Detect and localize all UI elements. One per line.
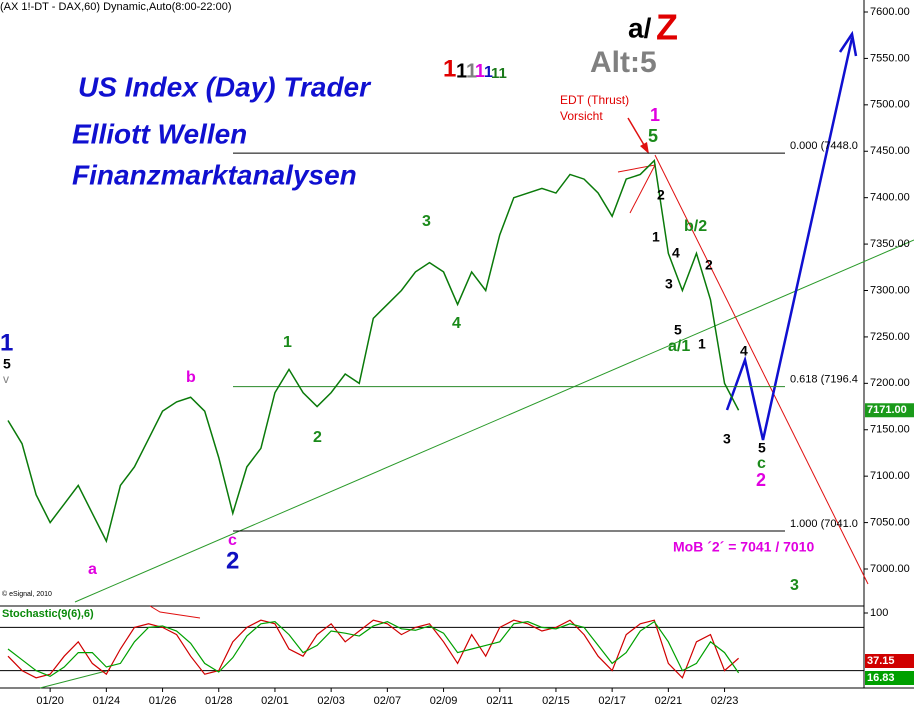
x-tick-label: 02/03 bbox=[317, 695, 345, 707]
annotation: 5 bbox=[674, 322, 682, 338]
annotation: 1 bbox=[475, 61, 485, 81]
annotation: Z bbox=[656, 7, 678, 48]
annotation: 11 bbox=[491, 65, 507, 82]
fib-label: 0.618 (7196.4 bbox=[790, 374, 858, 386]
annotation: 3 bbox=[422, 213, 431, 230]
annotation: 1 bbox=[466, 60, 477, 82]
x-tick-label: 01/24 bbox=[93, 695, 121, 707]
annotation: 1 bbox=[443, 55, 456, 82]
fib-label: 0.000 (7448.0 bbox=[790, 140, 858, 152]
annotation: 2 bbox=[756, 470, 766, 490]
annotation: Alt:5 bbox=[590, 46, 657, 79]
edt-arrow-head bbox=[640, 142, 649, 154]
trend-line bbox=[74, 239, 914, 603]
annotation: 4 bbox=[452, 315, 461, 332]
x-tick-label: 01/26 bbox=[149, 695, 177, 707]
annotation: Elliott Wellen bbox=[72, 118, 247, 149]
y-tick-label: 7550.00 bbox=[870, 52, 910, 64]
annotation: v bbox=[3, 372, 9, 386]
y-tick-label: 7150.00 bbox=[870, 424, 910, 436]
annotation: 3 bbox=[790, 577, 799, 594]
annotation: 2 bbox=[313, 429, 322, 446]
annotation: 4 bbox=[740, 343, 748, 359]
resistance-line bbox=[654, 154, 869, 585]
y-tick-label: 7100.00 bbox=[870, 470, 910, 482]
x-tick-label: 02/09 bbox=[430, 695, 458, 707]
annotation: 1 bbox=[0, 329, 13, 356]
x-tick-label: 02/17 bbox=[598, 695, 626, 707]
stoch-badge-label: 37.15 bbox=[867, 655, 895, 667]
x-tick-label: 01/20 bbox=[36, 695, 64, 707]
y-tick-label: 7050.00 bbox=[870, 516, 910, 528]
annotation: 1 bbox=[283, 334, 292, 351]
y-tick-label: 7200.00 bbox=[870, 377, 910, 389]
stoch-trend bbox=[39, 669, 111, 689]
stoch-line bbox=[7, 620, 740, 678]
y-tick-label: 7400.00 bbox=[870, 192, 910, 204]
annotation: c bbox=[228, 532, 237, 549]
x-tick-label: 02/15 bbox=[542, 695, 570, 707]
annotation: Vorsicht bbox=[560, 109, 603, 123]
annotation: 5 bbox=[648, 126, 658, 146]
annotation: 1 bbox=[484, 64, 493, 81]
stoch-badge-label: 16.83 bbox=[867, 672, 895, 684]
x-tick-label: 02/21 bbox=[655, 695, 683, 707]
last-price-label: 7171.00 bbox=[867, 404, 907, 416]
y-tick-label: 7000.00 bbox=[870, 563, 910, 575]
annotation: b bbox=[186, 369, 196, 386]
annotation: 2 bbox=[226, 547, 239, 574]
price-line bbox=[7, 158, 740, 544]
stoch-divergence bbox=[149, 605, 201, 619]
annotation: 5 bbox=[758, 440, 766, 456]
y-tick-label: 7450.00 bbox=[870, 145, 910, 157]
y-tick-label: 7600.00 bbox=[870, 6, 910, 18]
annotation: Finanzmarktanalysen bbox=[72, 159, 357, 190]
annotation: 2 bbox=[657, 187, 665, 203]
copyright: © eSignal, 2010 bbox=[2, 590, 52, 598]
annotation: US Index (Day) Trader bbox=[78, 71, 372, 102]
last-price-badge bbox=[865, 403, 914, 418]
y-tick-label: 7250.00 bbox=[870, 331, 910, 343]
annotation: 5 bbox=[3, 356, 11, 372]
x-tick-label: 02/11 bbox=[486, 695, 513, 707]
annotation: 1 bbox=[698, 336, 706, 352]
annotation: 1 bbox=[652, 229, 660, 245]
y-tick-label: 7300.00 bbox=[870, 284, 910, 296]
projection bbox=[725, 37, 854, 441]
annotation: MoB ´2´ = 7041 / 7010 bbox=[673, 539, 814, 555]
y-tick-label: 7350.00 bbox=[870, 238, 910, 250]
chart-title: (AX 1!-DT - DAX,60) Dynamic,Auto(8:00-22… bbox=[0, 1, 232, 13]
annotation: 1 bbox=[650, 105, 660, 125]
annotation: 2 bbox=[705, 257, 713, 273]
stochastic-title: Stochastic(9(6),6) bbox=[2, 608, 94, 620]
annotation: 3 bbox=[665, 276, 673, 292]
stoch-tick-label: 100 bbox=[870, 607, 888, 619]
x-tick-label: 02/23 bbox=[711, 695, 739, 707]
y-tick-label: 7500.00 bbox=[870, 99, 910, 111]
projection-arrow bbox=[838, 30, 858, 57]
annotation: 3 bbox=[723, 431, 731, 447]
annotation: 4 bbox=[672, 245, 680, 261]
stoch-line bbox=[7, 619, 739, 679]
annotation: b/2 bbox=[684, 218, 707, 235]
fib-label: 1.000 (7041.0 bbox=[790, 518, 858, 530]
stoch-badge bbox=[865, 654, 914, 668]
annotation: a bbox=[88, 561, 97, 578]
annotation: 1 bbox=[456, 60, 467, 82]
x-tick-label: 01/28 bbox=[205, 695, 233, 707]
stoch-badge bbox=[865, 671, 914, 685]
annotation: a/1 bbox=[668, 338, 690, 355]
annotation: EDT (Thrust) bbox=[560, 93, 629, 107]
annotation: a/ bbox=[628, 12, 652, 43]
annotation: c bbox=[757, 455, 766, 472]
x-tick-label: 02/07 bbox=[374, 695, 402, 707]
x-tick-label: 02/01 bbox=[261, 695, 289, 707]
